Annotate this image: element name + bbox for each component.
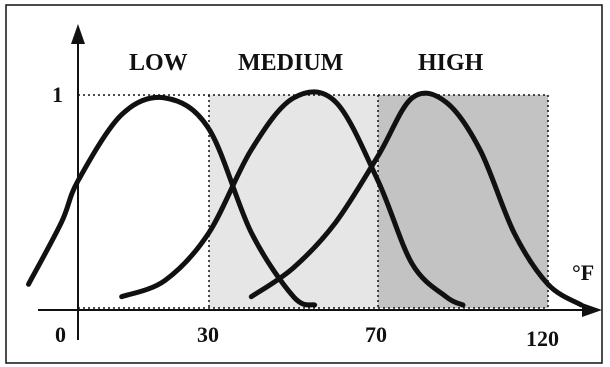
dotted-guides [78,94,549,309]
unit-label: °F [572,260,594,285]
x-tick-120: 120 [526,326,559,351]
medium-curve [119,89,466,308]
high-curve [248,90,584,308]
high-region [378,95,548,308]
x-tick-70: 70 [365,322,387,347]
y-axis-arrow-icon [71,24,85,44]
x-axis-arrow-icon [582,303,602,317]
y-tick-1: 1 [52,82,63,107]
low-label: LOW [129,50,188,76]
x-tick-0: 0 [55,322,66,347]
medium-label: MEDIUM [238,50,343,76]
membership-curves [26,89,584,308]
high-label: HIGH [418,50,484,76]
x-tick-30: 30 [197,322,219,347]
